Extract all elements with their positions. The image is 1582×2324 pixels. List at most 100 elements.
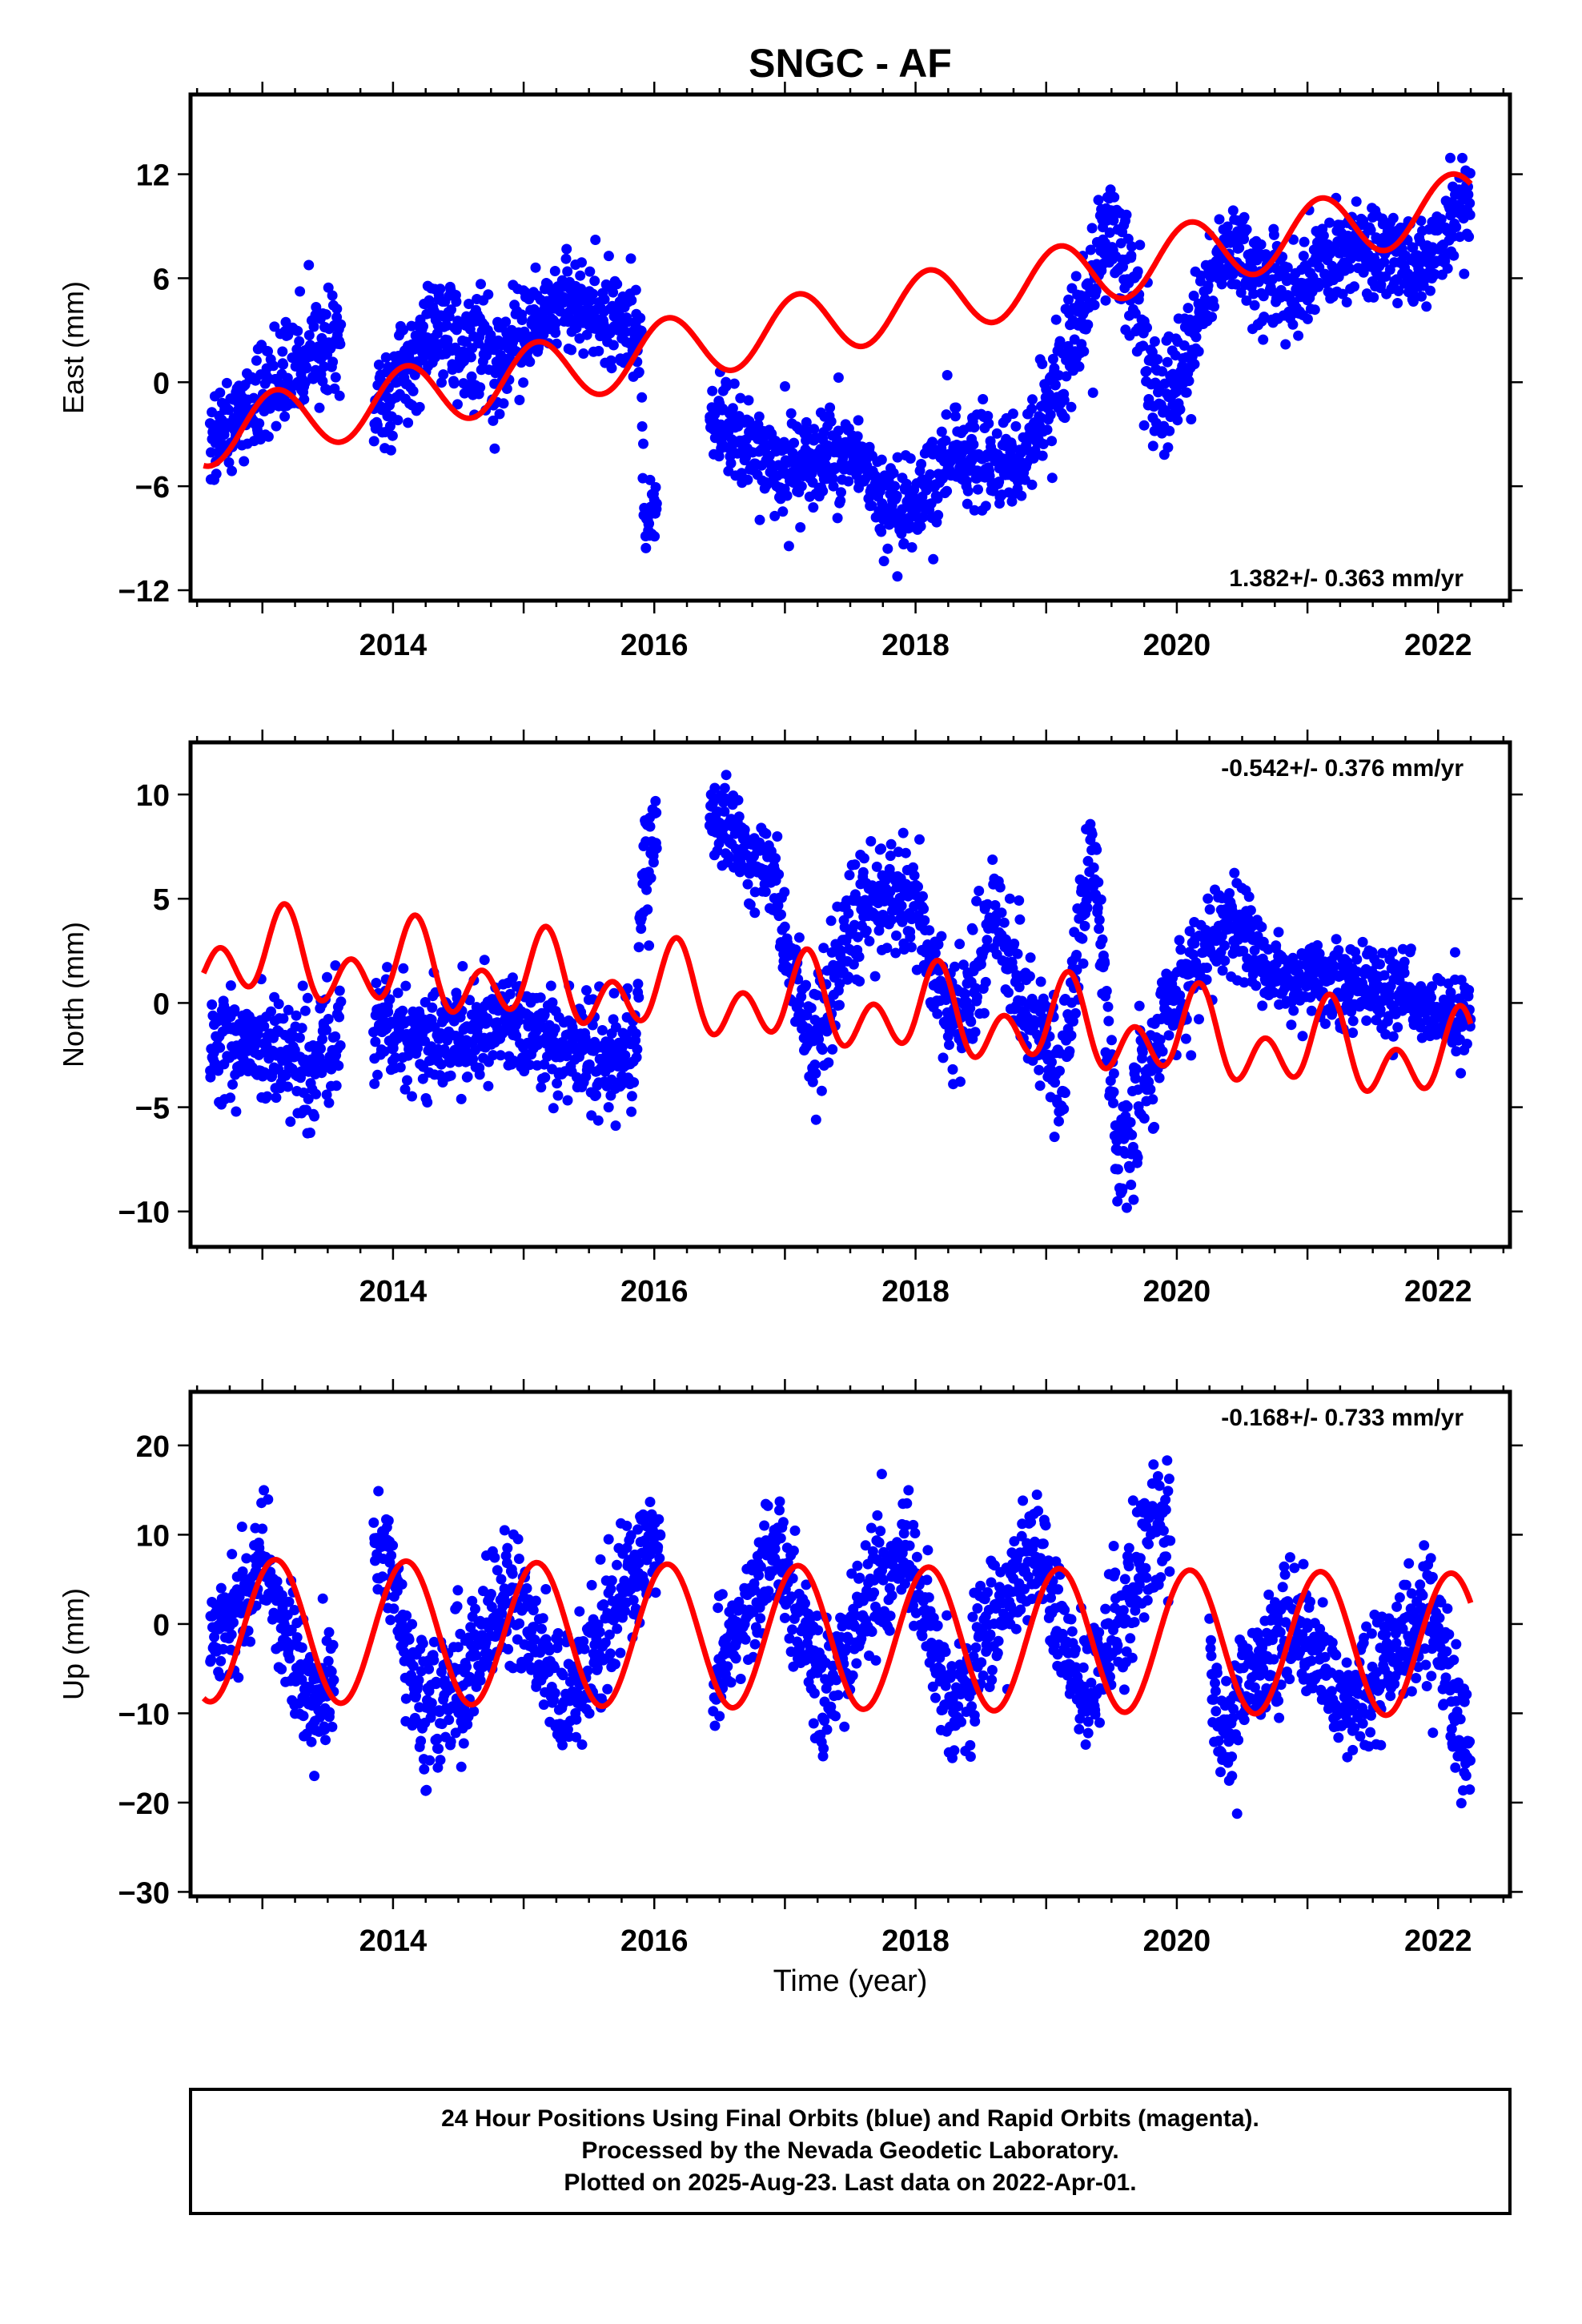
data-point [264,403,275,414]
data-point [385,444,396,456]
data-point [638,438,648,449]
data-point [1157,366,1168,377]
data-point [457,961,468,971]
data-point [1288,234,1299,245]
data-point [626,1091,637,1102]
data-point [476,364,487,376]
data-point [1324,217,1335,228]
data-point [1299,236,1310,247]
data-point [858,853,869,864]
data-point [283,1004,294,1015]
data-point [251,355,262,366]
data-point [1026,479,1038,490]
data-point [1093,195,1104,206]
data-point [291,1010,302,1021]
data-point [448,378,460,389]
data-point [1028,452,1039,464]
data-point [933,939,944,950]
y-tick-label: −5 [135,1092,170,1126]
data-point [610,1120,621,1132]
data-point [468,1053,479,1064]
data-point [1121,1202,1132,1213]
data-point [1407,242,1419,253]
data-point [816,1085,827,1096]
data-point [1126,1129,1138,1140]
data-point [998,917,1010,928]
data-point [1074,361,1085,372]
data-point [575,270,586,281]
data-point [295,286,306,297]
data-point [1066,401,1077,412]
data-point [1234,243,1245,254]
data-point [1130,1063,1142,1075]
data-point [990,900,1001,911]
data-point [296,1675,307,1685]
y-tick-label: 10 [136,779,170,813]
data-point [589,275,600,287]
data-point [1217,965,1228,976]
data-point [225,1092,236,1104]
data-point [384,994,396,1005]
data-point [209,1631,220,1642]
data-point [889,480,900,492]
data-point [906,942,917,953]
data-point [1054,1065,1065,1076]
data-point [308,321,319,332]
data-point [608,340,619,351]
data-point [918,903,930,915]
data-point [1038,1012,1049,1023]
data-point [225,980,236,991]
data-point [262,1091,273,1102]
data-point [1045,409,1056,420]
data-point [612,279,623,290]
data-point [628,1077,640,1088]
data-point [507,972,518,983]
data-point [885,850,896,862]
data-point [808,502,819,513]
data-point [825,915,837,927]
data-point [1027,394,1038,405]
data-point [296,1642,307,1653]
data-point [372,1069,383,1080]
data-point [1249,945,1260,956]
data-point [1180,1033,1191,1044]
data-point [1320,1018,1331,1029]
data-point [823,1057,834,1068]
data-point [897,827,909,838]
data-point [206,447,216,458]
data-point [1106,1035,1117,1046]
data-point [1091,844,1102,855]
data-point [1313,979,1323,990]
data-point [713,451,725,462]
data-point [1071,950,1082,960]
data-point [483,1080,494,1092]
data-point [377,1571,388,1582]
data-point [1427,981,1438,992]
data-point [479,955,490,966]
data-point [633,942,644,953]
data-point [636,421,648,432]
data-point [368,436,379,447]
data-point [1009,939,1020,949]
data-point [1222,221,1233,232]
data-point [1086,829,1098,840]
velocity-annotation: -0.542+/- 0.376 mm/yr [1221,755,1464,782]
data-point [810,1114,821,1125]
data-point [528,304,540,315]
data-point [1095,894,1106,905]
data-point [390,1052,401,1063]
data-point [608,987,620,999]
data-point [630,1028,641,1039]
data-point [1049,1132,1060,1143]
data-point [785,408,797,419]
data-point [291,1632,303,1643]
data-point [825,416,837,427]
data-point [1405,943,1416,955]
data-point [384,420,396,432]
data-point [1251,980,1262,991]
data-point [231,1106,242,1117]
data-point [864,441,875,452]
data-point [936,426,947,437]
data-point [1186,1050,1197,1061]
